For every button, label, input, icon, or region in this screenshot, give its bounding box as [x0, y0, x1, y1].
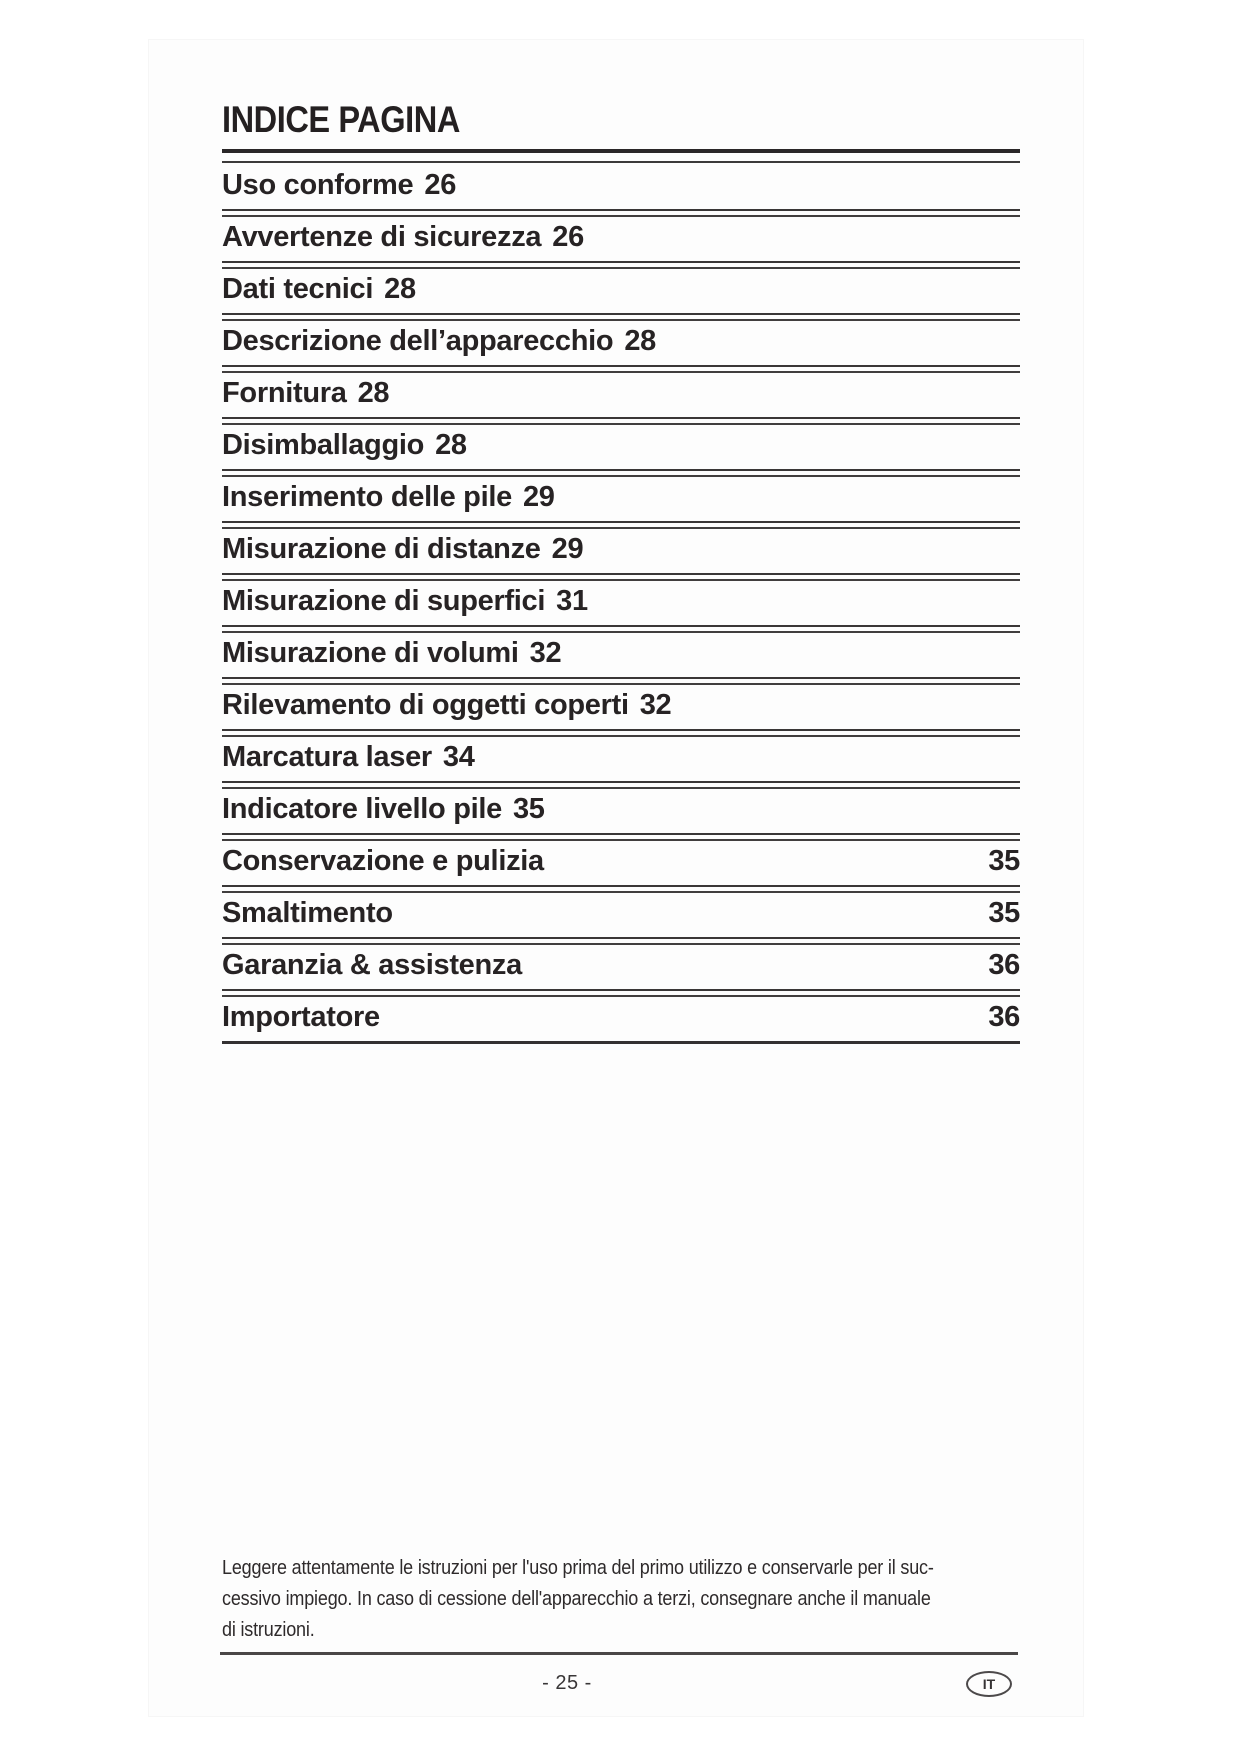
toc-entry-conservazione-e-pulizia: Conservazione e pulizia 35: [222, 841, 1020, 885]
toc-separator: [222, 209, 1020, 217]
toc-entry-label: Uso conforme: [222, 169, 414, 201]
toc-entry-page: 28: [357, 377, 390, 409]
toc-entry-rilevamento-oggetti-coperti: Rilevamento di oggetti coperti 32: [222, 685, 1020, 729]
toc-separator: [222, 677, 1020, 685]
toc-separator: [222, 417, 1020, 425]
toc-entry-label: Conservazione e pulizia: [222, 845, 544, 877]
page-number: - 25 -: [542, 1672, 592, 1694]
toc-entry-uso-conforme: Uso conforme 26: [222, 165, 1020, 209]
toc-entry-label: Smaltimento: [222, 897, 393, 929]
toc-entry-page: 29: [522, 481, 555, 513]
toc-separator: [222, 989, 1020, 997]
toc-entry-label: Marcatura laser: [222, 741, 432, 773]
toc-entry-avvertenze-di-sicurezza: Avvertenze di sicurezza 26: [222, 217, 1020, 261]
toc-separator: [222, 521, 1020, 529]
toc-separator: [222, 729, 1020, 737]
toc-entry-page: 36: [988, 949, 1020, 981]
toc-entry-page: 28: [384, 273, 416, 305]
toc-entry-page: 32: [639, 689, 672, 721]
toc-entry-disimballaggio: Disimballaggio 28: [222, 425, 1020, 469]
toc-entry-descrizione-apparecchio: Descrizione dell’apparecchio 28: [222, 321, 1020, 365]
toc-entry-page: 35: [512, 793, 545, 825]
toc-entry-label: Importatore: [222, 1001, 380, 1033]
toc-separator: [222, 573, 1020, 581]
toc-entry-label: Avvertenze di sicurezza: [222, 221, 542, 253]
toc-entry-indicatore-livello-pile: Indicatore livello pile 35: [222, 789, 1020, 833]
toc-entry-inserimento-delle-pile: Inserimento delle pile 29: [222, 477, 1020, 521]
toc-separator: [222, 781, 1020, 789]
toc-separator-last: [222, 1041, 1020, 1044]
toc-entry-label: Garanzia & assistenza: [222, 949, 522, 981]
toc-entry-importatore: Importatore 36: [222, 997, 1020, 1041]
toc-entry-page: 35: [988, 845, 1020, 877]
footnote-line: di istruzioni.: [222, 1619, 315, 1641]
toc-entry-dati-tecnici: Dati tecnici 28: [222, 269, 1020, 313]
toc-entry-label: Rilevamento di oggetti coperti: [222, 689, 629, 721]
toc-entry-smaltimento: Smaltimento 35: [222, 893, 1020, 937]
toc-entry-label: Disimballaggio: [222, 429, 425, 461]
table-of-contents: Uso conforme 26 Avvertenze di sicurezza …: [222, 165, 1020, 1044]
toc-entry-label: Descrizione dell’apparecchio: [222, 325, 614, 357]
language-badge-it: IT: [966, 1671, 1012, 1697]
toc-separator: [222, 937, 1020, 945]
toc-entry-label: Inserimento delle pile: [222, 481, 512, 513]
toc-separator: [222, 313, 1020, 321]
toc-entry-page: 28: [624, 325, 656, 357]
title-rule-thin: [222, 161, 1020, 163]
footnote-line: cessivo impiego. In caso di cessione del…: [222, 1588, 931, 1610]
toc-entry-label: Fornitura: [222, 377, 347, 409]
toc-entry-label: Misurazione di superfici: [222, 585, 546, 617]
toc-separator: [222, 625, 1020, 633]
toc-entry-label: Dati tecnici: [222, 273, 374, 305]
toc-entry-page: 26: [552, 221, 584, 253]
footnote-paragraph: Leggere attentamente le istruzioni per l…: [222, 1553, 940, 1646]
toc-entry-page: 29: [551, 533, 584, 565]
toc-entry-label: Misurazione di volumi: [222, 637, 519, 669]
toc-entry-misurazione-di-distanze: Misurazione di distanze 29: [222, 529, 1020, 573]
footnote-line: Leggere attentamente le istruzioni per l…: [222, 1557, 934, 1579]
toc-entry-label: Indicatore livello pile: [222, 793, 502, 825]
toc-entry-page: 28: [435, 429, 467, 461]
toc-entry-page: 32: [529, 637, 562, 669]
toc-separator: [222, 365, 1020, 373]
toc-separator: [222, 261, 1020, 269]
toc-separator: [222, 469, 1020, 477]
toc-entry-garanzia-assistenza: Garanzia & assistenza 36: [222, 945, 1020, 989]
toc-entry-marcatura-laser: Marcatura laser 34: [222, 737, 1020, 781]
toc-entry-page: 26: [424, 169, 457, 201]
toc-entry-page: 36: [988, 1001, 1020, 1033]
toc-separator: [222, 885, 1020, 893]
title-rule-thick: [222, 149, 1020, 153]
toc-entry-misurazione-di-volumi: Misurazione di volumi 32: [222, 633, 1020, 677]
toc-entry-page: 31: [556, 585, 588, 617]
toc-entry-page: 35: [988, 897, 1020, 929]
toc-entry-misurazione-di-superfici: Misurazione di superfici 31: [222, 581, 1020, 625]
page-title: INDICE PAGINA: [222, 99, 460, 140]
toc-entry-page: 34: [442, 741, 475, 773]
toc-entry-label: Misurazione di distanze: [222, 533, 541, 565]
footer-rule: [220, 1652, 1018, 1655]
toc-separator: [222, 833, 1020, 841]
toc-entry-fornitura: Fornitura 28: [222, 373, 1020, 417]
